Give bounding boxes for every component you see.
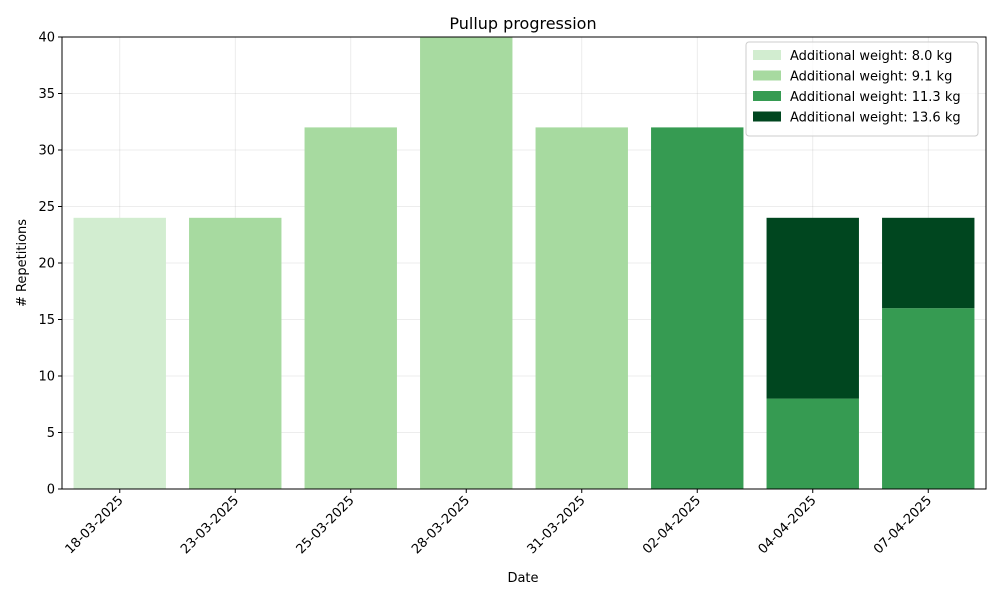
bar — [651, 127, 744, 490]
y-tick-label: 10 — [38, 370, 55, 385]
bar — [420, 37, 513, 489]
legend-box — [745, 41, 979, 137]
y-tick-label: 30 — [38, 144, 55, 159]
y-tick-label: 40 — [38, 31, 55, 46]
y-tick-label: 25 — [38, 200, 55, 215]
legend-label: Additional weight: 11.3 kg — [790, 90, 961, 105]
bar — [189, 217, 282, 490]
legend-swatch — [753, 91, 781, 101]
x-tick-label: 18-03-2025 — [63, 493, 127, 557]
x-tick-label: 28-03-2025 — [409, 493, 473, 557]
y-tick-label: 35 — [38, 87, 55, 102]
legend-label: Additional weight: 8.0 kg — [790, 49, 952, 64]
bar — [304, 127, 397, 490]
x-tick-label: 04-04-2025 — [756, 493, 820, 557]
legend-swatch — [753, 111, 781, 122]
bar — [882, 308, 975, 489]
bar — [766, 398, 859, 489]
bar — [766, 217, 859, 399]
y-tick-label: 5 — [47, 426, 55, 441]
x-tick-label: 02-04-2025 — [640, 493, 704, 557]
y-tick-label: 0 — [47, 483, 55, 498]
bar — [73, 217, 166, 490]
x-tick-label: 25-03-2025 — [294, 493, 358, 557]
y-tick-label: 20 — [38, 257, 55, 272]
x-tick-label: 23-03-2025 — [178, 493, 242, 557]
bar — [535, 127, 628, 490]
legend: Additional weight: 8.0 kg Additional weig… — [745, 41, 979, 137]
y-tick-label: 15 — [38, 313, 55, 328]
x-tick-label: 31-03-2025 — [525, 493, 589, 557]
bar — [882, 217, 975, 309]
legend-swatch — [753, 50, 781, 60]
y-axis-title: # Repetitions — [15, 219, 30, 307]
x-tick-label: 07-04-2025 — [871, 493, 935, 557]
legend-swatch — [753, 70, 781, 81]
x-axis-title: Date — [507, 571, 538, 586]
chart-title: Pullup progression — [449, 14, 596, 33]
bars — [73, 37, 975, 490]
legend-label: Additional weight: 13.6 kg — [790, 111, 961, 126]
legend-label: Additional weight: 9.1 kg — [790, 70, 952, 85]
